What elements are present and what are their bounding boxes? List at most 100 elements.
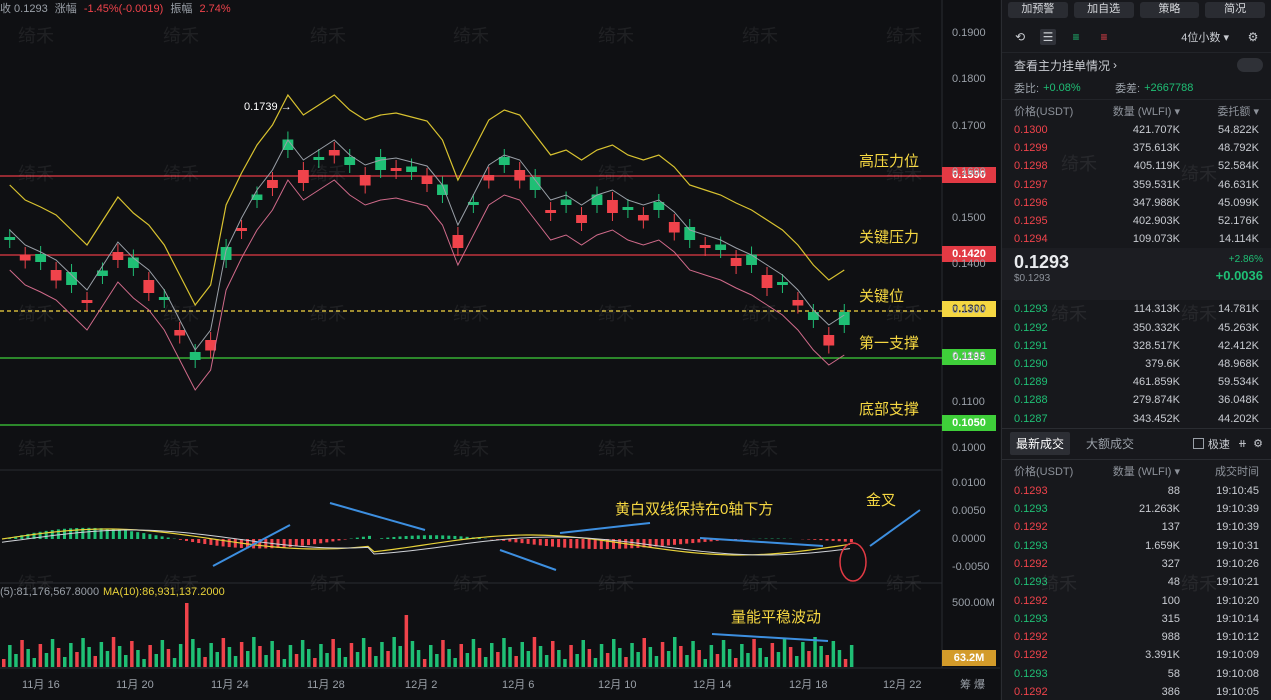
macd-histogram-bar xyxy=(99,528,103,539)
volume-bar xyxy=(599,644,604,667)
date-axis-tick: 12月 22 xyxy=(883,679,922,691)
tab-latest-trades[interactable]: 最新成交 xyxy=(1010,432,1071,456)
volume-bar xyxy=(361,638,366,667)
ob-header-amount[interactable]: 委托额 ▾ xyxy=(1217,105,1259,118)
macd-histogram-bar xyxy=(221,539,225,547)
ob-header-price: 价格(USDT) xyxy=(1014,105,1074,118)
settings-gear-icon[interactable]: ⚙ xyxy=(1247,29,1259,44)
trade-header-qty[interactable]: 数量 (WLFI) ▾ xyxy=(1112,465,1180,478)
bid-row[interactable]: 0.1287 343.452K 44.202K xyxy=(1002,409,1271,427)
ask-row[interactable]: 0.1299 375.613K 48.792K xyxy=(1002,139,1271,157)
volume-bar xyxy=(721,640,726,667)
chart-area[interactable]: 收 0.1293 涨幅 -1.45%(-0.0019) 振幅 2.74% 0.1… xyxy=(0,0,1000,700)
volume-bar xyxy=(288,645,293,667)
bid-row[interactable]: 0.1291 328.517K 42.412K xyxy=(1002,337,1271,355)
volume-ma5-label: (5):81,176,567.8000 xyxy=(0,586,100,598)
candle-body xyxy=(189,352,201,360)
macd-histogram-bar xyxy=(673,539,676,545)
both-sides-view-icon[interactable]: ☰ xyxy=(1040,28,1056,45)
filter-icon[interactable]: ⧺ xyxy=(1237,438,1248,451)
volume-bar xyxy=(386,651,390,667)
ask-row[interactable]: 0.1298 405.119K 52.584K xyxy=(1002,157,1271,175)
trade-row[interactable]: 0.1292 988 19:10:12 xyxy=(1002,628,1271,646)
ask-row[interactable]: 0.1296 347.988K 45.099K xyxy=(1002,194,1271,212)
add-alert-button[interactable]: 加预警 xyxy=(1008,2,1068,18)
bid-row[interactable]: 0.1288 279.874K 36.048K xyxy=(1002,391,1271,409)
ask-row-col1: 0.1294 xyxy=(1014,233,1048,246)
precision-select[interactable]: 4位小数 ▾ xyxy=(1181,31,1229,44)
trade-row[interactable]: 0.1293 315 19:10:14 xyxy=(1002,610,1271,628)
candlestick-chart[interactable] xyxy=(0,0,1000,700)
trade-row[interactable]: 0.1293 21.263K 19:10:39 xyxy=(1002,500,1271,518)
macd-histogram-bar xyxy=(215,539,219,546)
bid-row[interactable]: 0.1293 114.313K 14.781K xyxy=(1002,300,1271,318)
ask-row[interactable]: 0.1295 402.903K 52.176K xyxy=(1002,212,1271,230)
volume-bar xyxy=(349,643,354,667)
bid-row-col2: 343.452K xyxy=(1132,412,1180,425)
macd-histogram-bar xyxy=(386,537,390,539)
macd-histogram-bar xyxy=(75,528,79,539)
macd-histogram-bar xyxy=(618,539,622,549)
overview-button[interactable]: 简况 xyxy=(1205,2,1265,18)
volume-bar xyxy=(233,656,238,667)
fast-mode-checkbox[interactable]: 极速 xyxy=(1192,436,1230,452)
last-price-usd: $0.1293 xyxy=(1014,273,1051,285)
add-watchlist-button[interactable]: 加自选 xyxy=(1073,2,1134,18)
volume-bar xyxy=(538,646,543,667)
asks-view-icon[interactable]: ≡ xyxy=(1100,29,1108,44)
macd-axis-tick: 0.0000 xyxy=(952,533,986,545)
bid-row-col2: 114.313K xyxy=(1133,303,1180,316)
bid-row-col1: 0.1292 xyxy=(1014,321,1048,334)
main-orders-toggle[interactable] xyxy=(1237,58,1263,72)
volume-bar xyxy=(44,653,49,667)
bid-row[interactable]: 0.1290 379.6K 48.968K xyxy=(1002,355,1271,373)
bids-view-icon[interactable]: ≡ xyxy=(1072,29,1080,44)
trade-row[interactable]: 0.1293 1.659K 19:10:31 xyxy=(1002,537,1271,555)
volume-bar xyxy=(398,646,402,667)
trade-row[interactable]: 0.1292 3.391K 19:10:09 xyxy=(1002,646,1271,664)
trade-row[interactable]: 0.1292 327 19:10:26 xyxy=(1002,555,1271,573)
volume-bar xyxy=(514,656,518,667)
trade-row-col1: 0.1292 xyxy=(1014,594,1048,607)
volume-axis-tick: 500.00M xyxy=(952,597,995,609)
ask-row-col3: 54.822K xyxy=(1218,124,1259,137)
trade-row[interactable]: 0.1293 88 19:10:45 xyxy=(1002,482,1271,500)
main-orders-link[interactable]: 查看主力挂单情况 › xyxy=(1002,53,1271,77)
volume-bar xyxy=(270,641,274,667)
strategy-button[interactable]: 策略 xyxy=(1139,2,1200,18)
trade-row-col3: 19:10:09 xyxy=(1216,649,1259,662)
ob-header-qty[interactable]: 数量 (WLFI) ▾ xyxy=(1112,105,1180,118)
trade-row[interactable]: 0.1292 100 19:10:20 xyxy=(1002,591,1271,609)
macd-histogram-bar xyxy=(197,539,201,544)
trade-row[interactable]: 0.1292 137 19:10:39 xyxy=(1002,518,1271,536)
chip-burst-label[interactable]: 筹 爆 xyxy=(960,679,986,691)
macd-histogram-bar xyxy=(313,539,317,545)
volume-bar xyxy=(374,656,378,667)
volume-bar xyxy=(801,642,805,667)
volume-bar xyxy=(782,638,787,667)
trade-row-col3: 19:10:31 xyxy=(1216,539,1259,552)
volume-bar xyxy=(544,655,549,667)
volume-bar xyxy=(26,649,30,667)
trade-row[interactable]: 0.1293 58 19:10:08 xyxy=(1002,665,1271,683)
collapse-icon[interactable]: ⟲ xyxy=(1014,29,1026,44)
ask-row[interactable]: 0.1297 359.531K 46.631K xyxy=(1002,176,1271,194)
volume-bar xyxy=(75,652,79,667)
trade-row[interactable]: 0.1293 48 19:10:21 xyxy=(1002,573,1271,591)
volume-bar xyxy=(300,640,305,667)
trade-row[interactable]: 0.1292 386 19:10:05 xyxy=(1002,683,1271,700)
volume-bar xyxy=(56,648,61,667)
macd-histogram-bar xyxy=(557,539,561,548)
ask-row[interactable]: 0.1300 421.707K 54.822K xyxy=(1002,121,1271,139)
bid-row[interactable]: 0.1289 461.859K 59.534K xyxy=(1002,373,1271,391)
tab-large-trades[interactable]: 大额成交 xyxy=(1086,437,1135,452)
macd-histogram-bar xyxy=(447,535,451,539)
macd-histogram-bar xyxy=(368,535,371,539)
ask-row[interactable]: 0.1294 109.073K 14.114K xyxy=(1002,230,1271,248)
volume-bar xyxy=(593,658,598,667)
macd-histogram-bar xyxy=(849,539,853,543)
price-axis-tick: 0.1100 xyxy=(952,396,985,408)
trade-settings-gear-icon[interactable]: ⚙ xyxy=(1253,438,1263,451)
bid-row[interactable]: 0.1292 350.332K 45.263K xyxy=(1002,319,1271,337)
volume-bar xyxy=(50,639,55,667)
